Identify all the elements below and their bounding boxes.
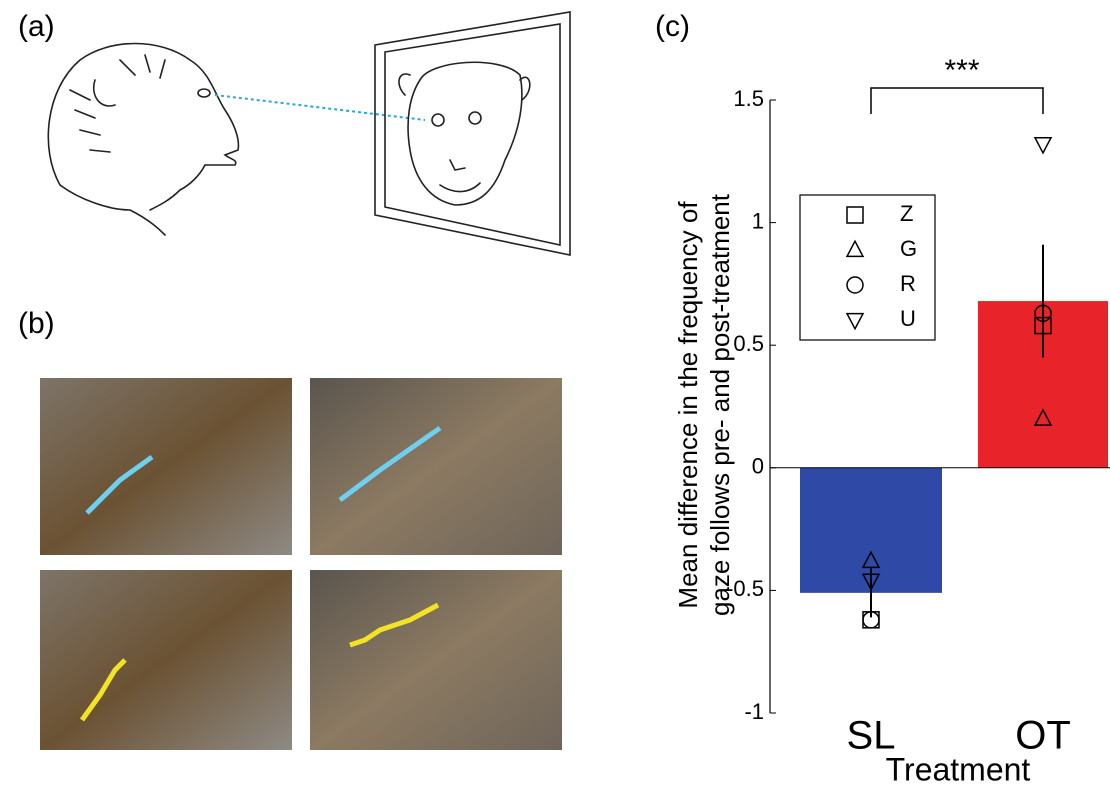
gaze-line (215, 95, 425, 120)
legend-label: U (900, 306, 916, 331)
y-tick-label: 0 (752, 454, 764, 479)
photo-grid (40, 378, 562, 750)
significance-bracket (871, 88, 1043, 114)
panel-label: (a) (18, 10, 55, 43)
x-axis-label: Treatment (886, 751, 1031, 787)
panel-label: (c) (655, 10, 690, 43)
y-tick-label: 0.5 (733, 331, 764, 356)
legend-label: R (900, 271, 916, 296)
legend-label: G (900, 236, 917, 261)
y-tick-label: -0.5 (726, 576, 764, 601)
bar-chart: Mean difference in the frequency of gaze… (673, 54, 1031, 788)
photo (40, 378, 292, 555)
photo (40, 570, 292, 750)
significance: *** (944, 54, 979, 87)
x-tick-label: OT (1015, 714, 1071, 758)
panel-label: (b) (18, 307, 55, 340)
figure: (a) (b) (c) Mean difference in the frequ… (0, 0, 1110, 790)
legend-label: Z (900, 201, 913, 226)
y-tick-label: 1 (752, 208, 764, 233)
y-tick-label: 1.5 (733, 86, 764, 111)
x-tick-label: SL (847, 714, 896, 758)
photo (310, 378, 562, 555)
y-axis-label: Mean difference in the frequency of (673, 201, 703, 609)
framed-monkey (375, 12, 570, 255)
y-axis-label: gaze follows pre- and post-treatment (705, 193, 735, 616)
data-point (1035, 138, 1051, 153)
y-tick-label: -1 (744, 699, 764, 724)
monkey-sketch (48, 44, 238, 236)
photo (310, 570, 562, 750)
